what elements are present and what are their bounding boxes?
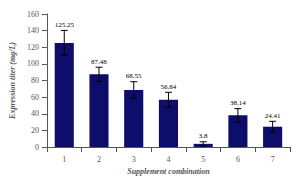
svg-text:125.25: 125.25 bbox=[55, 21, 75, 29]
svg-text:140: 140 bbox=[27, 26, 39, 35]
svg-text:2: 2 bbox=[97, 155, 101, 164]
svg-text:24.41: 24.41 bbox=[265, 112, 281, 120]
svg-text:100: 100 bbox=[27, 59, 39, 68]
svg-text:20: 20 bbox=[31, 126, 39, 135]
svg-text:Expression titer (mg/L): Expression titer (mg/L) bbox=[8, 42, 17, 120]
svg-text:60: 60 bbox=[31, 93, 39, 102]
svg-text:56.84: 56.84 bbox=[161, 83, 177, 91]
svg-text:68.55: 68.55 bbox=[126, 72, 142, 80]
svg-text:1: 1 bbox=[62, 155, 66, 164]
svg-text:160: 160 bbox=[27, 10, 39, 19]
svg-text:Supplement combination: Supplement combination bbox=[127, 167, 210, 176]
svg-text:38.14: 38.14 bbox=[230, 99, 246, 107]
svg-text:40: 40 bbox=[31, 109, 39, 118]
svg-text:6: 6 bbox=[236, 155, 240, 164]
svg-text:7: 7 bbox=[271, 155, 275, 164]
svg-text:3: 3 bbox=[132, 155, 136, 164]
svg-text:5: 5 bbox=[201, 155, 205, 164]
svg-text:80: 80 bbox=[31, 76, 39, 85]
svg-text:4: 4 bbox=[166, 155, 170, 164]
svg-text:0: 0 bbox=[35, 143, 39, 152]
svg-text:3.8: 3.8 bbox=[199, 132, 208, 140]
svg-text:87.48: 87.48 bbox=[91, 58, 107, 66]
svg-text:120: 120 bbox=[27, 43, 39, 52]
